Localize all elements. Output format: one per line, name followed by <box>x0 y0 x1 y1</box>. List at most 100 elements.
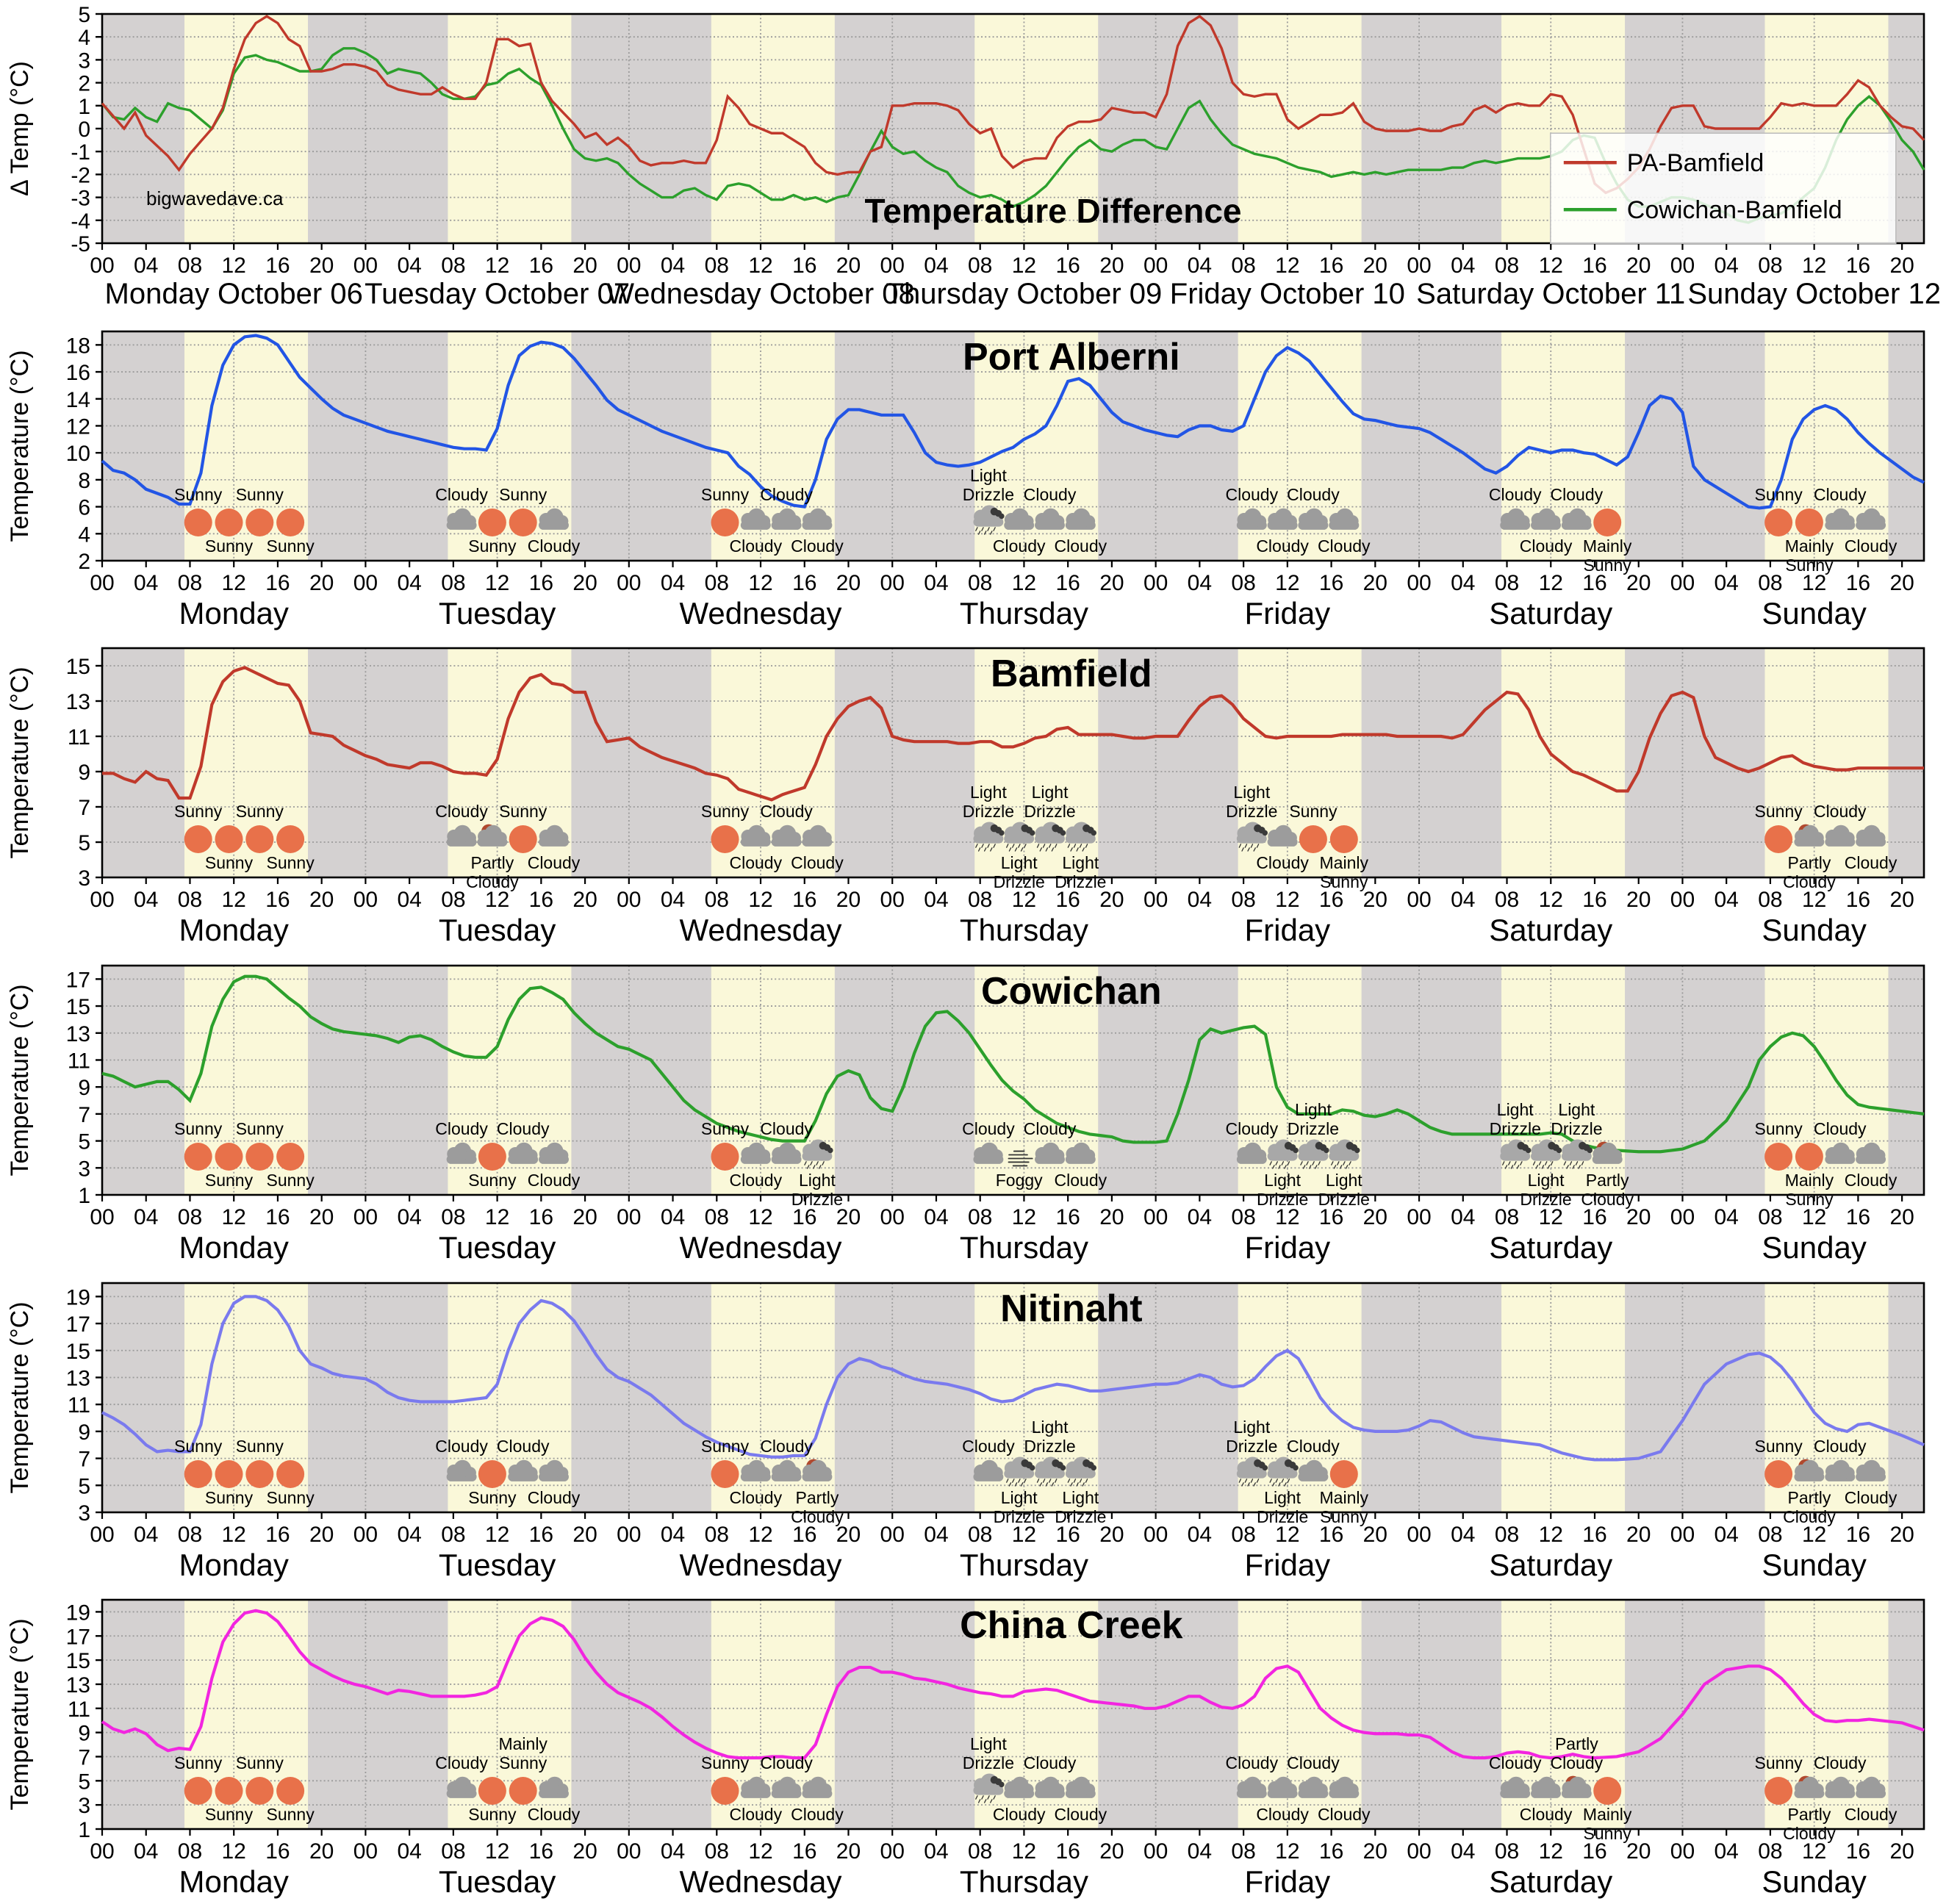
svg-text:04: 04 <box>397 1839 421 1864</box>
svg-text:Cloudy: Cloudy <box>1055 1805 1107 1824</box>
svg-text:Cloudy: Cloudy <box>993 1805 1046 1824</box>
svg-text:04: 04 <box>1715 571 1739 595</box>
svg-text:16: 16 <box>1846 1839 1870 1864</box>
svg-text:Drizzle: Drizzle <box>1257 1190 1308 1209</box>
svg-text:Sunny: Sunny <box>701 1753 750 1772</box>
svg-text:04: 04 <box>924 1839 948 1864</box>
svg-text:Cloudy: Cloudy <box>1581 1190 1634 1209</box>
svg-text:Cloudy: Cloudy <box>1845 1488 1897 1507</box>
svg-text:12: 12 <box>222 888 246 912</box>
svg-text:Sunny: Sunny <box>267 853 315 872</box>
svg-text:9: 9 <box>78 1076 90 1100</box>
svg-text:Sunny: Sunny <box>701 485 750 504</box>
svg-text:Cloudy: Cloudy <box>729 536 782 556</box>
svg-text:20: 20 <box>836 571 861 595</box>
svg-text:Nitinaht: Nitinaht <box>1000 1287 1143 1330</box>
svg-text:Friday: Friday <box>1244 596 1330 631</box>
svg-text:Drizzle: Drizzle <box>1551 1119 1602 1138</box>
svg-text:Light: Light <box>970 783 1007 802</box>
svg-text:Cloudy: Cloudy <box>1287 1753 1340 1772</box>
svg-text:Sunny: Sunny <box>205 1488 254 1507</box>
svg-text:04: 04 <box>661 1839 685 1864</box>
svg-text:Sunny: Sunny <box>468 536 517 556</box>
svg-text:08: 08 <box>968 1523 992 1547</box>
svg-text:3: 3 <box>78 866 90 891</box>
svg-text:04: 04 <box>924 571 948 595</box>
svg-text:Cloudy: Cloudy <box>1551 485 1604 504</box>
svg-text:Monday: Monday <box>179 1230 288 1265</box>
svg-text:04: 04 <box>397 254 421 278</box>
svg-text:00: 00 <box>1670 888 1695 912</box>
svg-text:Light: Light <box>1264 1488 1301 1507</box>
svg-text:12: 12 <box>1539 254 1563 278</box>
svg-text:12: 12 <box>222 1523 246 1547</box>
svg-text:00: 00 <box>617 1839 641 1864</box>
svg-text:16: 16 <box>265 571 290 595</box>
svg-text:20: 20 <box>1626 888 1651 912</box>
svg-text:08: 08 <box>1231 1205 1255 1229</box>
svg-text:04: 04 <box>134 254 158 278</box>
svg-text:Cloudy: Cloudy <box>1845 853 1897 872</box>
svg-text:16: 16 <box>1055 1839 1080 1864</box>
svg-text:04: 04 <box>134 571 158 595</box>
svg-text:20: 20 <box>309 888 334 912</box>
svg-text:12: 12 <box>748 888 772 912</box>
svg-text:Cloudy: Cloudy <box>760 802 813 821</box>
svg-text:20: 20 <box>1363 571 1387 595</box>
svg-text:Mainly: Mainly <box>1583 1805 1632 1824</box>
svg-text:Sunny: Sunny <box>236 802 284 821</box>
svg-text:08: 08 <box>705 1205 729 1229</box>
svg-text:20: 20 <box>1099 254 1124 278</box>
svg-text:Sunday: Sunday <box>1762 1230 1866 1265</box>
svg-text:20: 20 <box>309 571 334 595</box>
svg-text:20: 20 <box>1889 1839 1914 1864</box>
svg-text:Sunny: Sunny <box>1785 1190 1834 1209</box>
svg-text:00: 00 <box>353 571 378 595</box>
svg-text:12: 12 <box>748 571 772 595</box>
svg-text:00: 00 <box>880 1839 905 1864</box>
svg-text:08: 08 <box>1495 1839 1519 1864</box>
svg-text:04: 04 <box>1451 571 1475 595</box>
svg-text:20: 20 <box>1099 571 1124 595</box>
svg-text:08: 08 <box>1758 571 1782 595</box>
svg-text:Sunday: Sunday <box>1762 1864 1866 1899</box>
svg-text:16: 16 <box>1846 888 1870 912</box>
svg-text:04: 04 <box>1188 1839 1212 1864</box>
svg-text:08: 08 <box>1231 1839 1255 1864</box>
svg-text:08: 08 <box>1758 254 1782 278</box>
svg-text:16: 16 <box>1846 254 1870 278</box>
svg-text:Cloudy: Cloudy <box>760 485 813 504</box>
svg-text:08: 08 <box>441 571 465 595</box>
svg-text:1: 1 <box>78 1184 90 1208</box>
svg-text:04: 04 <box>1188 1205 1212 1229</box>
svg-text:08: 08 <box>968 888 992 912</box>
svg-text:Sunny: Sunny <box>499 802 547 821</box>
svg-text:12: 12 <box>485 1205 509 1229</box>
svg-text:08: 08 <box>1495 888 1519 912</box>
svg-text:Wednesday: Wednesday <box>679 596 841 631</box>
svg-text:Sunny: Sunny <box>1755 1119 1803 1138</box>
svg-text:Wednesday: Wednesday <box>679 1548 841 1582</box>
svg-text:Sunny: Sunny <box>1755 485 1803 504</box>
svg-text:Drizzle: Drizzle <box>1226 1437 1277 1456</box>
svg-text:Cloudy: Cloudy <box>1814 1753 1867 1772</box>
svg-text:-4: -4 <box>71 209 90 234</box>
svg-text:00: 00 <box>617 888 641 912</box>
svg-text:20: 20 <box>309 1839 334 1864</box>
svg-text:12: 12 <box>1012 1839 1036 1864</box>
svg-text:Cloudy: Cloudy <box>1287 1437 1340 1456</box>
svg-text:Light: Light <box>1558 1100 1595 1119</box>
svg-text:Light: Light <box>1001 1488 1038 1507</box>
svg-text:Cloudy: Cloudy <box>1226 1753 1279 1772</box>
svg-text:19: 19 <box>66 1285 90 1310</box>
svg-text:00: 00 <box>1407 254 1431 278</box>
svg-text:11: 11 <box>68 1393 90 1418</box>
svg-text:04: 04 <box>1188 888 1212 912</box>
svg-text:16: 16 <box>529 888 553 912</box>
svg-text:04: 04 <box>1451 1523 1475 1547</box>
svg-text:Friday October 10: Friday October 10 <box>1170 278 1405 310</box>
svg-text:Light: Light <box>970 1734 1007 1753</box>
svg-text:Drizzle: Drizzle <box>1055 872 1106 891</box>
svg-text:Sunny: Sunny <box>205 1805 254 1824</box>
svg-text:08: 08 <box>1231 888 1255 912</box>
